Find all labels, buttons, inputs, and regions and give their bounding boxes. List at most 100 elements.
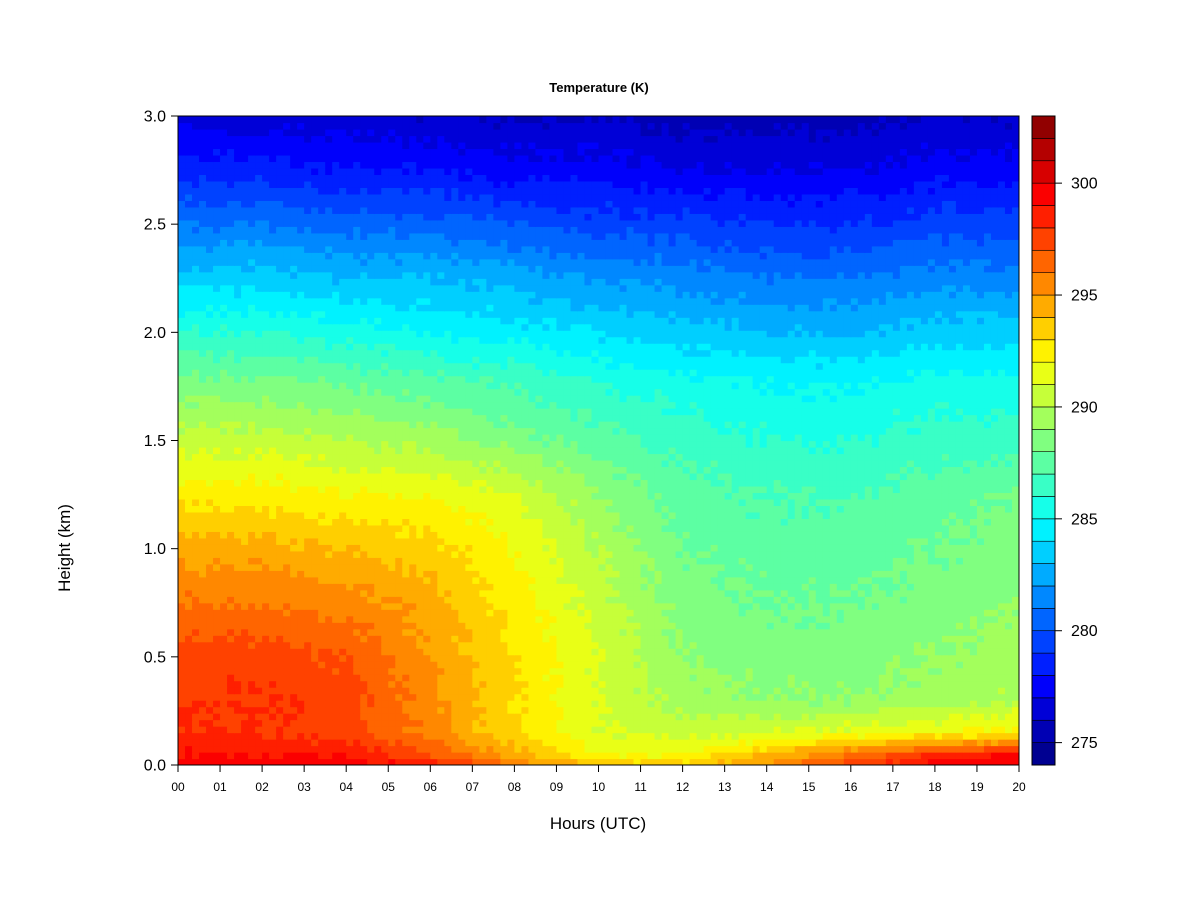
heatmap-cell (262, 563, 270, 571)
heatmap-cell (591, 505, 600, 513)
heatmap-cell (304, 693, 312, 701)
heatmap-cell (528, 589, 537, 597)
heatmap-cell (696, 544, 705, 552)
heatmap-cell (241, 693, 249, 701)
heatmap-cell (332, 511, 340, 519)
heatmap-cell (185, 537, 193, 545)
heatmap-cell (185, 719, 193, 727)
heatmap-cell (570, 648, 579, 656)
heatmap-cell (752, 726, 761, 734)
heatmap-cell (528, 745, 537, 753)
heatmap-cell (290, 544, 298, 552)
heatmap-cell (332, 661, 340, 669)
heatmap-cell (535, 622, 544, 630)
heatmap-cell (437, 583, 445, 591)
heatmap-cell (808, 557, 817, 565)
heatmap-cell (906, 570, 915, 578)
heatmap-cell (913, 706, 922, 714)
heatmap-cell (486, 498, 494, 506)
heatmap-cell (696, 732, 705, 740)
heatmap-cell (647, 635, 656, 643)
heatmap-cell (682, 557, 691, 565)
heatmap-cell (990, 563, 999, 571)
heatmap-cell (297, 615, 305, 623)
heatmap-cell (577, 719, 586, 727)
heatmap-cell (864, 544, 873, 552)
heatmap-cell (878, 739, 887, 747)
heatmap-cell (409, 492, 417, 500)
heatmap-cell (703, 557, 712, 565)
heatmap-cell (346, 667, 354, 675)
heatmap-cell (801, 635, 810, 643)
heatmap-cell (297, 492, 305, 500)
heatmap-cell (584, 700, 593, 708)
heatmap-cell (367, 654, 375, 662)
heatmap-cell (843, 615, 852, 623)
heatmap-cell (542, 602, 551, 610)
heatmap-cell (787, 706, 796, 714)
heatmap-cell (773, 563, 782, 571)
heatmap-cell (332, 492, 340, 500)
heatmap-cell (696, 583, 705, 591)
heatmap-cell (458, 596, 466, 604)
heatmap-cell (633, 524, 642, 532)
heatmap-cell (409, 602, 417, 610)
heatmap-cell (269, 628, 277, 636)
heatmap-cell (969, 628, 978, 636)
heatmap-cell (458, 719, 466, 727)
heatmap-cell (703, 602, 712, 610)
heatmap-cell (843, 628, 852, 636)
heatmap-cell (549, 628, 558, 636)
heatmap-cell (437, 719, 445, 727)
heatmap-cell (997, 524, 1006, 532)
heatmap-cell (661, 674, 670, 682)
heatmap-cell (864, 628, 873, 636)
heatmap-cell (556, 700, 565, 708)
heatmap-cell (486, 550, 494, 558)
heatmap-cell (213, 693, 221, 701)
heatmap-cell (507, 622, 515, 630)
heatmap-cell (815, 589, 824, 597)
heatmap-cell (731, 609, 740, 617)
heatmap-cell (990, 752, 999, 760)
heatmap-cell (402, 752, 410, 760)
heatmap-cell (654, 498, 663, 506)
heatmap-cell (682, 576, 691, 584)
heatmap-cell (227, 648, 235, 656)
heatmap-cell (703, 667, 712, 675)
heatmap-cell (255, 667, 263, 675)
heatmap-cell (185, 641, 193, 649)
heatmap-cell (871, 518, 880, 526)
heatmap-cell (479, 732, 487, 740)
heatmap-cell (724, 758, 733, 765)
heatmap-cell (584, 661, 593, 669)
heatmap-cell (402, 706, 410, 714)
heatmap-cell (283, 674, 291, 682)
heatmap-cell (598, 667, 607, 675)
heatmap-cell (367, 641, 375, 649)
heatmap-cell (871, 570, 880, 578)
heatmap-cell (1011, 680, 1019, 688)
heatmap-cell (745, 557, 754, 565)
heatmap-cell (353, 752, 361, 760)
heatmap-cell (808, 511, 817, 519)
heatmap-cell (542, 758, 551, 765)
heatmap-cell (367, 739, 375, 747)
heatmap-cell (689, 745, 698, 753)
heatmap-cell (668, 739, 677, 747)
heatmap-cell (290, 498, 298, 506)
heatmap-cell (353, 700, 361, 708)
heatmap-cell (318, 622, 326, 630)
heatmap-cell (563, 589, 572, 597)
heatmap-cell (535, 719, 544, 727)
heatmap-cell (381, 641, 389, 649)
heatmap-cell (717, 563, 726, 571)
heatmap-cell (780, 511, 789, 519)
heatmap-cell (339, 596, 347, 604)
heatmap-cell (227, 609, 235, 617)
heatmap-cell (234, 680, 242, 688)
heatmap-cell (213, 641, 221, 649)
heatmap-cell (192, 758, 200, 765)
heatmap-cell (871, 680, 880, 688)
heatmap-cell (717, 687, 726, 695)
